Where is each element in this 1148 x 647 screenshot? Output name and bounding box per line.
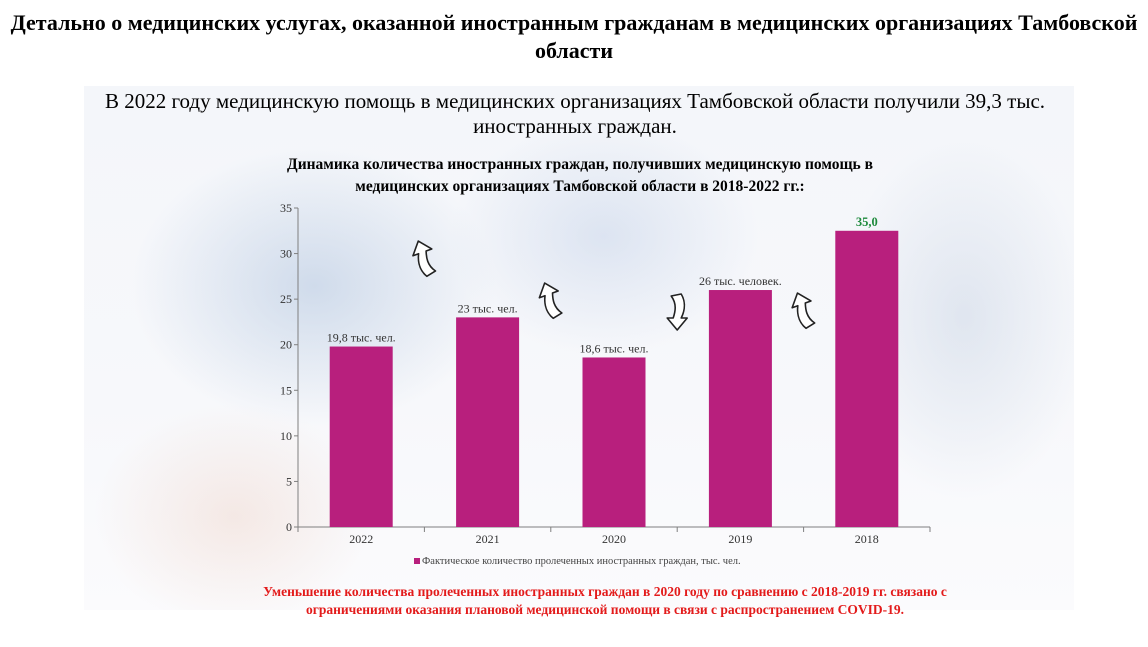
chart-title: Динамика количества иностранных граждан,… bbox=[287, 156, 873, 195]
conclusion-note: Уменьшение количества пролеченных иностр… bbox=[263, 584, 947, 617]
intro-text: В 2022 году медицинскую помощь в медицин… bbox=[104, 89, 1046, 138]
background-image bbox=[84, 86, 1074, 610]
page-title: Детально о медицинских услугах, оказанно… bbox=[10, 10, 1138, 63]
